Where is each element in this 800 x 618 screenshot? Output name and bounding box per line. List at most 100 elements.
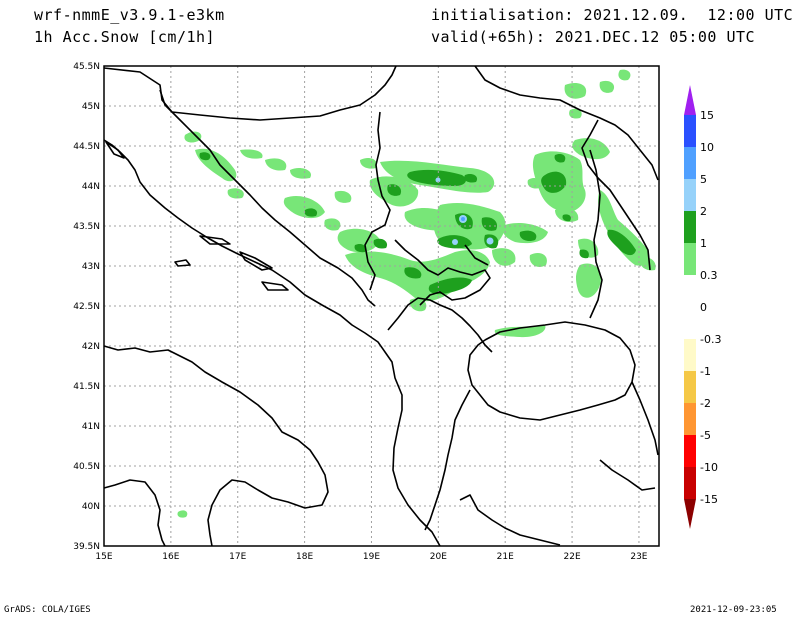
island	[174, 259, 191, 267]
snow-patch	[240, 149, 263, 159]
snow-core	[387, 184, 402, 196]
colorbar-label: 10	[700, 141, 714, 154]
snow-patch	[572, 138, 610, 160]
coast-greece	[459, 494, 561, 546]
snow-fields	[177, 69, 656, 518]
border-cro-bih	[103, 65, 397, 121]
latitude-label: 44N	[82, 182, 100, 192]
colorbar-band	[684, 307, 696, 339]
longitude-label: 22E	[564, 552, 581, 562]
initialisation-time: initialisation: 2021.12.09. 12:00 UTC	[431, 6, 794, 24]
snow-core	[562, 214, 571, 222]
longitude-label: 16E	[162, 552, 179, 562]
snow-patch	[337, 228, 380, 253]
snow-patch	[494, 325, 546, 338]
snow-core	[607, 229, 636, 256]
latitude-label: 41N	[82, 422, 100, 432]
colorbar-label: -5	[700, 429, 711, 442]
snow-patch	[597, 190, 650, 266]
colorbar-band	[684, 371, 696, 403]
island	[261, 281, 289, 291]
snow-peak	[486, 237, 494, 245]
coast-italy	[103, 345, 329, 547]
snow-core	[304, 208, 318, 217]
snow-core	[404, 267, 422, 279]
colorbar-label: 1	[700, 237, 707, 250]
island	[239, 251, 273, 271]
snow-patch	[177, 510, 188, 518]
latitude-label: 43N	[82, 262, 100, 272]
colorbar-band	[684, 147, 696, 179]
border-drina	[364, 111, 391, 291]
snow-core	[428, 277, 472, 295]
latitude-label: 45.5N	[73, 62, 100, 72]
coast-italy-gulf	[103, 479, 166, 547]
border-north	[474, 65, 659, 181]
colorbar-band	[684, 403, 696, 435]
colorbar-bottom-arrow	[684, 499, 696, 529]
colorbar-band	[684, 243, 696, 275]
snow-patch	[618, 69, 631, 81]
snow-patch	[529, 253, 547, 267]
colorbar-label: 0	[700, 301, 707, 314]
colorbar-label: 2	[700, 205, 707, 218]
longitude-label: 15E	[95, 552, 112, 562]
latitude-label: 43.5N	[73, 222, 100, 232]
snow-peak	[435, 177, 441, 183]
coast-greece-east	[599, 459, 656, 491]
border-danube	[581, 119, 651, 271]
snow-patch	[265, 158, 287, 171]
snow-patch	[639, 257, 656, 271]
colorbar-label: -1	[700, 365, 711, 378]
snow-core	[354, 243, 366, 253]
snow-patch	[599, 80, 615, 93]
border-alb-grc	[424, 389, 471, 531]
snow-patch	[575, 263, 602, 298]
border-kos	[464, 244, 489, 266]
colorbar-label: -2	[700, 397, 711, 410]
snow-core	[554, 153, 566, 163]
latitude-label: 41.5N	[73, 382, 100, 392]
field-title: 1h Acc.Snow [cm/1h]	[34, 28, 216, 46]
longitude-label: 23E	[630, 552, 647, 562]
colorbar-label: -10	[700, 461, 718, 474]
snow-patch	[324, 218, 341, 231]
snow-patch	[564, 83, 587, 99]
snow-patch	[492, 248, 516, 266]
valid-time: valid(+65h): 2021.DEC.12 05:00 UTC	[431, 28, 756, 46]
snow-peak	[452, 239, 458, 245]
snow-core	[481, 217, 498, 231]
coastline	[103, 139, 441, 547]
latitude-label: 40.5N	[73, 462, 100, 472]
snow-core	[541, 171, 567, 193]
island	[105, 141, 125, 159]
colorbar-band	[684, 179, 696, 211]
longitude-label: 19E	[363, 552, 380, 562]
snow-patch	[360, 157, 377, 169]
longitude-label: 20E	[430, 552, 447, 562]
latitude-label: 40N	[82, 502, 100, 512]
snow-patch	[227, 188, 244, 199]
country-borders	[103, 65, 659, 547]
border-grc-bgr	[631, 381, 659, 456]
latitude-labels: 45.5N 45N 44.5N 44N 43.5N 43N 42.5N 42N 41.5N 41N…	[73, 62, 100, 552]
colorbar-label: 15	[700, 109, 714, 122]
snow-patch	[334, 190, 352, 203]
model-title: wrf-nmmE_v3.9.1-e3km	[34, 6, 225, 24]
snow-core	[199, 152, 211, 161]
border-mne	[394, 239, 491, 306]
colorbar-label: -0.3	[700, 333, 721, 346]
border-bih-south	[159, 89, 376, 307]
latitude-label: 42N	[82, 342, 100, 352]
plot-timestamp: 2021-12-09-23:05	[690, 605, 777, 615]
colorbar-band	[684, 435, 696, 467]
snow-core	[464, 173, 478, 183]
graticule	[104, 66, 659, 546]
longitude-labels: 15E 16E 17E 18E 19E 20E 21E 22E 23E	[95, 552, 647, 562]
grads-credit: GrADS: COLA/IGES	[4, 605, 91, 615]
longitude-label: 18E	[296, 552, 313, 562]
snow-core	[579, 249, 589, 259]
snow-core	[519, 230, 537, 242]
latitude-label: 39.5N	[73, 542, 100, 552]
